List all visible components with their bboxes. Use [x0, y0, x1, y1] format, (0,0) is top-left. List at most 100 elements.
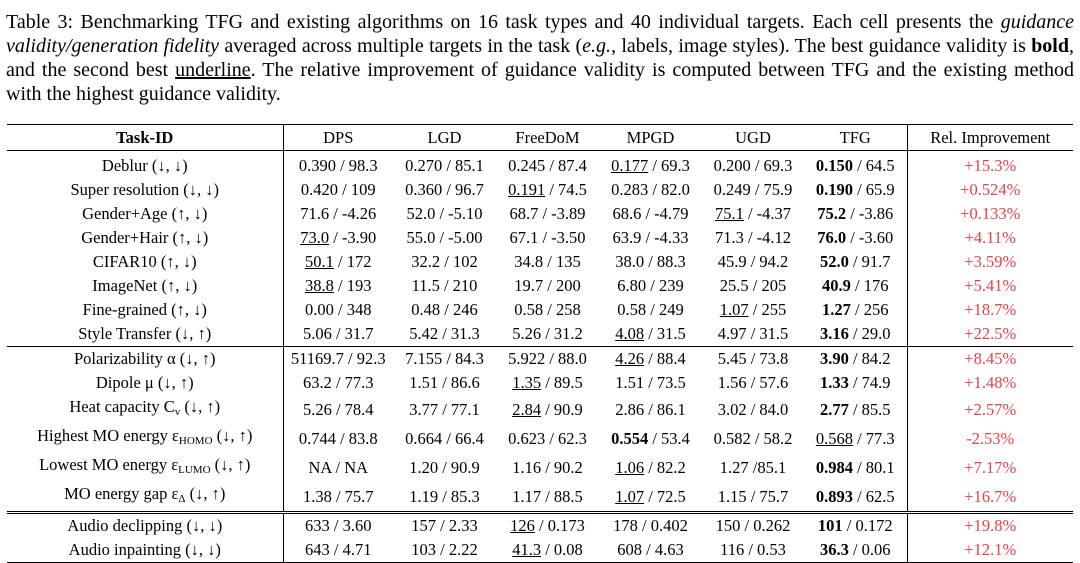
- validity-value: 32.2: [411, 252, 441, 271]
- metric-cell: 1.07 / 72.5: [599, 482, 702, 513]
- fidelity-value: 256: [863, 300, 889, 319]
- fidelity-value: -3.89: [551, 204, 586, 223]
- validity-value: 34.8: [514, 252, 544, 271]
- validity-value: 1.19: [409, 486, 439, 506]
- validity-value: 5.42: [409, 324, 439, 343]
- caption-text: , labels, image styles). The best guidan…: [611, 35, 1032, 57]
- fidelity-value: 210: [452, 276, 478, 295]
- fidelity-value: 84.0: [759, 399, 789, 419]
- value-separator: /: [644, 252, 657, 271]
- value-separator: /: [335, 156, 349, 175]
- metric-cell: 1.51 / 86.6: [393, 371, 496, 395]
- metric-cell: 0.177 / 69.3: [599, 151, 702, 179]
- fidelity-value: 75.7: [759, 486, 789, 506]
- metric-cell: 5.06 / 31.7: [283, 322, 393, 347]
- metric-cell: 1.51 / 73.5: [599, 371, 702, 395]
- metric-cell: 0.744 / 83.8: [283, 424, 393, 453]
- metric-cell: 126 / 0.173: [496, 511, 599, 538]
- value-separator: /: [343, 349, 357, 368]
- value-separator: /: [852, 180, 866, 199]
- header-tfg: TFG: [804, 124, 907, 151]
- fidelity-value: 69.3: [661, 156, 690, 175]
- validity-value: 103: [411, 540, 437, 559]
- fidelity-value: -5.10: [448, 204, 483, 223]
- fidelity-value: 94.2: [759, 252, 789, 271]
- metric-cell: 19.7 / 200: [496, 274, 599, 298]
- value-separator: /: [438, 457, 451, 477]
- validity-value: 0.48: [411, 300, 441, 319]
- fidelity-value: 239: [658, 276, 684, 295]
- validity-value: NA: [308, 457, 332, 477]
- value-separator: /: [331, 324, 345, 343]
- metric-cell: 73.0 / -3.90: [283, 226, 393, 250]
- fidelity-value: 348: [346, 300, 372, 319]
- fidelity-value: 88.3: [656, 252, 686, 271]
- validity-value: 1.15: [717, 486, 747, 506]
- metric-cell: 52.0 / 91.7: [804, 250, 907, 274]
- fidelity-value: 73.8: [759, 349, 789, 368]
- metric-cell: 11.5 / 210: [393, 274, 496, 298]
- value-separator: /: [848, 252, 862, 271]
- metric-cell: 5.42 / 31.3: [393, 322, 496, 347]
- value-separator: /: [333, 276, 347, 295]
- fidelity-value: -3.50: [551, 228, 586, 247]
- fidelity-value: 82.2: [656, 457, 686, 477]
- fidelity-value: 86.1: [656, 399, 686, 419]
- fidelity-value: 2.22: [448, 540, 478, 559]
- fidelity-value: 84.2: [861, 349, 891, 368]
- validity-value: 4.26: [615, 349, 645, 368]
- validity-value: 67.1: [509, 228, 539, 247]
- rel-improvement-cell: +2.57%: [906, 395, 1073, 424]
- validity-value: 38.0: [615, 252, 645, 271]
- validity-value: 3.02: [717, 399, 747, 419]
- task-id-cell: Gender+Hair (↑, ↓): [7, 226, 284, 250]
- metric-cell: 0.893 / 62.5: [804, 482, 907, 513]
- task-id-cell: Gender+Age (↑, ↓): [7, 202, 284, 226]
- validity-value: 55.0: [406, 228, 436, 247]
- value-separator: /: [846, 228, 859, 247]
- validity-value: 3.90: [819, 349, 849, 368]
- fidelity-value: 69.3: [763, 156, 793, 175]
- metric-cell: 1.38 / 75.7: [283, 482, 393, 513]
- value-separator: /: [331, 373, 345, 392]
- value-separator: /: [644, 349, 657, 368]
- rel-improvement-cell: +16.7%: [906, 482, 1073, 513]
- fidelity-value: 193: [346, 276, 372, 295]
- metric-cell: 0.270 / 85.1: [393, 151, 496, 179]
- fidelity-value: 89.5: [553, 373, 583, 392]
- fidelity-value: -3.86: [858, 204, 894, 223]
- metric-cell: 101 / 0.172: [804, 511, 907, 538]
- value-separator: /: [442, 428, 456, 448]
- value-separator: /: [436, 540, 449, 559]
- fidelity-value: 85.5: [861, 399, 891, 419]
- table-row: Audio declipping (↓, ↓) 633 / 3.60 157 / 2…: [7, 511, 1073, 538]
- table-row: Gender+Age (↑, ↓) 71.6 / -4.26 52.0 / -5.1…: [7, 202, 1073, 226]
- value-separator: /: [333, 252, 347, 271]
- validity-value: 0.249: [713, 180, 751, 199]
- value-separator: /: [743, 228, 757, 247]
- validity-value: 75.2: [817, 204, 847, 223]
- metric-cell: 5.26 / 78.4: [283, 395, 393, 424]
- validity-value: 0.150: [815, 156, 853, 175]
- fidelity-value: 85.1: [455, 156, 484, 175]
- metric-cell: 0.283 / 82.0: [599, 178, 702, 202]
- validity-value: 1.56: [717, 373, 747, 392]
- fidelity-value: 85.1: [757, 457, 787, 477]
- metric-cell: 71.3 / -4.12: [702, 226, 804, 250]
- validity-value: 643: [305, 540, 330, 559]
- task-id-cell: Fine-grained (↑, ↓): [7, 298, 284, 322]
- value-separator: /: [644, 399, 657, 419]
- value-separator: /: [848, 399, 862, 419]
- value-separator: /: [335, 428, 349, 448]
- task-id-cell: CIFAR10 (↑, ↓): [7, 250, 284, 274]
- fidelity-value: 96.7: [455, 180, 484, 199]
- caption-text: , and the second best: [6, 35, 1074, 81]
- metric-cell: 0.249 / 75.9: [702, 178, 804, 202]
- metric-cell: 0.245 / 87.4: [496, 151, 599, 179]
- task-id-cell: Heat capacity Cv (↓, ↑): [7, 395, 284, 424]
- header-ugd: UGD: [702, 124, 804, 151]
- fidelity-value: 73.5: [656, 373, 686, 392]
- task-id-cell: Lowest MO energy εLUMO (↓, ↑): [7, 453, 284, 482]
- value-separator: /: [842, 516, 856, 535]
- value-separator: /: [435, 228, 449, 247]
